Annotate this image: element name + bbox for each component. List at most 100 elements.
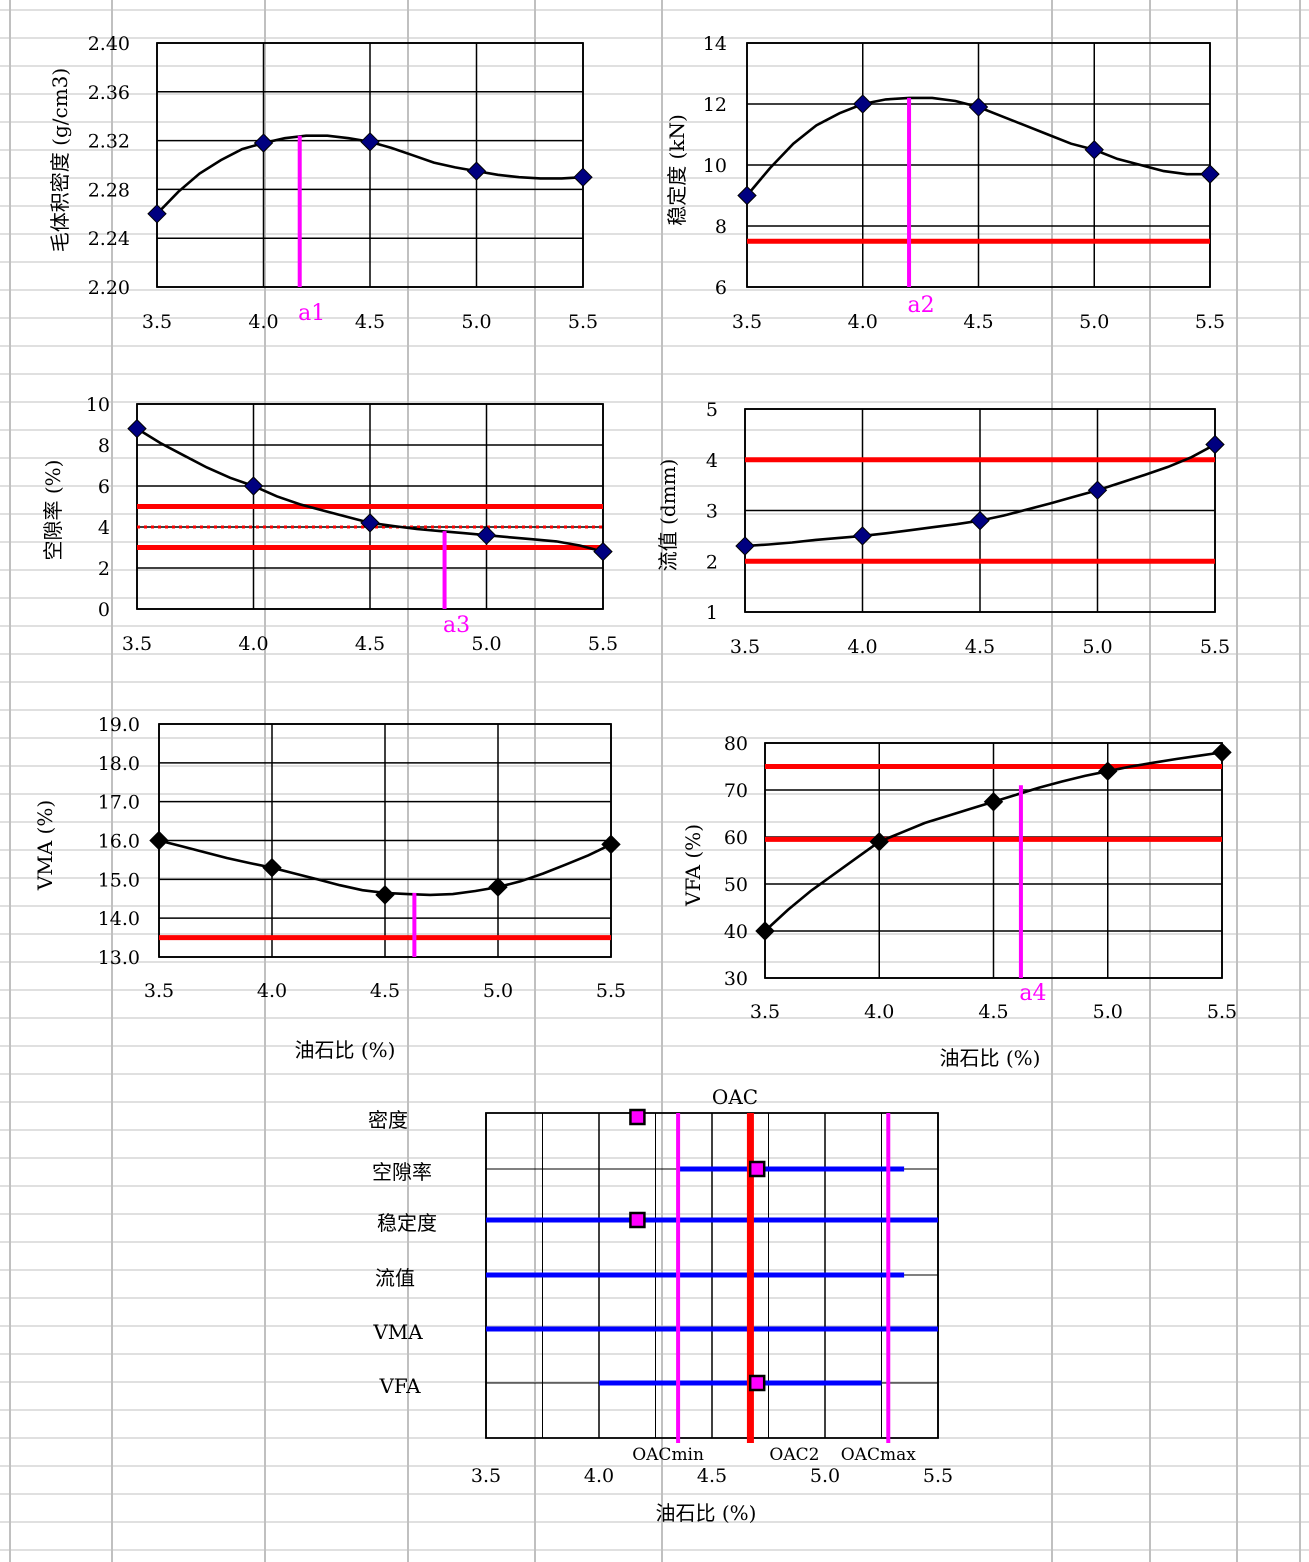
oac-row-label: 空隙率 [372,1160,432,1184]
air_voids-data-point [593,541,613,562]
stability-data-point [968,97,989,117]
vfa-data-point [983,792,1004,812]
air_voids-ytick-label: 6 [98,476,110,498]
air_voids-xtick-label: 5.0 [471,633,501,655]
oac-point-marker [629,1108,646,1126]
density-data-point [360,132,380,152]
density-xtick-label: 5.0 [461,311,491,333]
flow-data-point [1205,434,1225,455]
vfa-ytick-label: 50 [724,874,748,896]
stability-optimum-label: a2 [907,293,934,318]
density-ytick-label: 2.32 [88,131,130,153]
air_voids-ytick-label: 4 [98,517,110,539]
vma-data-point [375,885,395,905]
vma-ytick-label: 16.0 [98,831,140,853]
density-data-point [573,167,593,187]
oac-row-label: 稳定度 [377,1211,437,1235]
stability-data-point [737,185,757,206]
stability-xtick-label: 4.5 [963,311,993,333]
air_voids-ytick-label: 2 [98,558,110,580]
vfa-ylabel: VFA (%) [681,824,705,907]
oac-row-label: 流值 [375,1266,415,1290]
flow-xtick-label: 5.5 [1200,636,1230,658]
vfa-data-point [1212,742,1232,763]
vma-ytick-label: 13.0 [98,947,140,969]
air_voids-ytick-label: 0 [98,599,110,621]
vfa-xtick-label: 5.5 [1207,1001,1237,1023]
oac-xtick-label: 5.0 [810,1465,840,1487]
flow-plot-frame [744,408,1216,613]
vfa-xtick-label: 4.0 [864,1001,894,1023]
vfa-ytick-label: 60 [724,827,748,849]
flow-xtick-label: 4.5 [965,636,995,658]
flow-ylabel: 流值 (dmm) [656,459,680,572]
flow-xtick-label: 5.0 [1082,636,1112,658]
vma-xtick-label: 4.0 [257,980,287,1002]
stability-xtick-label: 5.0 [1079,311,1109,333]
flow-ytick-label: 3 [706,501,718,523]
oac-xtick-label: 5.5 [923,1465,953,1487]
flow-ytick-label: 5 [706,399,718,421]
vma-ytick-label: 18.0 [98,753,140,775]
vfa-xtick-label: 5.0 [1093,1001,1123,1023]
vfa-xtick-label: 3.5 [750,1001,780,1023]
vma-ytick-label: 17.0 [98,792,140,814]
vfa-ytick-label: 30 [724,968,748,990]
vfa-data-point [1098,761,1118,781]
air-voids-chart: 空隙率 (%) 0 2 4 6 8 10 3.5 4.0 4.5 5.0 5.5 a3 [41,394,618,655]
density-data-point [147,204,167,224]
density-chart: 毛体积密度 (g/cm3) 2.20 2.24 2.28 2.32 2.36 2.40 3.… [48,33,598,333]
density-optimum-label: a1 [298,301,325,326]
oac-title: OAC [712,1085,758,1109]
density-xtick-label: 3.5 [142,311,172,333]
vma-xtick-label: 5.5 [596,980,626,1002]
oac-point-marker [748,1374,766,1392]
density-ytick-label: 2.20 [88,277,130,299]
air_voids-data-point [360,513,380,533]
density-data-point [253,133,274,153]
flow-ytick-label: 1 [706,602,718,624]
vma-ytick-label: 19.0 [98,714,140,736]
stability-xtick-label: 3.5 [732,311,762,333]
vma-xtick-label: 4.5 [370,980,400,1002]
density-xtick-label: 4.0 [248,311,278,333]
stability-ytick-label: 10 [703,155,727,177]
vma-chart: VMA (%) 油石比 (%) 13.0 14.0 15.0 16.0 17.0 18.0… [33,714,626,1062]
vfa-chart: VFA (%) 油石比 (%) 30 40 50 60 70 80 3.5 4.0 4.5 5.0… [681,733,1237,1070]
vfa-ytick-label: 70 [724,780,748,802]
vma-ylabel: VMA (%) [33,800,57,891]
air_voids-xtick-label: 5.5 [588,633,618,655]
oac-point-marker [748,1160,766,1178]
density-xtick-label: 4.5 [355,311,385,333]
air-voids-ylabel: 空隙率 (%) [41,460,65,561]
vma-xlabel: 油石比 (%) [295,1038,396,1062]
stability-data-point [1200,164,1220,184]
density-data-point [466,161,487,181]
flow-data-point [1087,480,1108,500]
oac-bound-label: OACmax [841,1445,916,1465]
vma-xtick-label: 3.5 [144,980,174,1002]
density-plot-frame [156,42,584,288]
oac-xlabel: 油石比 (%) [656,1501,757,1525]
oac-xtick-label: 4.0 [584,1465,614,1487]
vma-data-point [488,877,508,897]
stability-ytick-label: 8 [715,216,727,238]
stability-data-point [853,94,873,114]
air_voids-xtick-label: 3.5 [122,633,152,655]
oac-point-marker [629,1211,646,1229]
air_voids-data-point [243,476,264,496]
flow-data-point [735,536,755,556]
density-ytick-label: 2.24 [88,228,130,250]
vma-ytick-label: 15.0 [98,869,140,891]
density-ytick-label: 2.36 [88,82,130,104]
flow-data-point [970,510,990,531]
stability-xtick-label: 4.0 [848,311,878,333]
stability-xtick-label: 5.5 [1195,311,1225,333]
vma-data-point [262,857,282,878]
vfa-xlabel: 油石比 (%) [940,1046,1041,1070]
flow-data-point [852,526,873,546]
density-ylabel: 毛体积密度 (g/cm3) [48,68,72,252]
oac-bound-label: OACmin [632,1445,704,1465]
oac-row-label: 密度 [368,1108,408,1132]
